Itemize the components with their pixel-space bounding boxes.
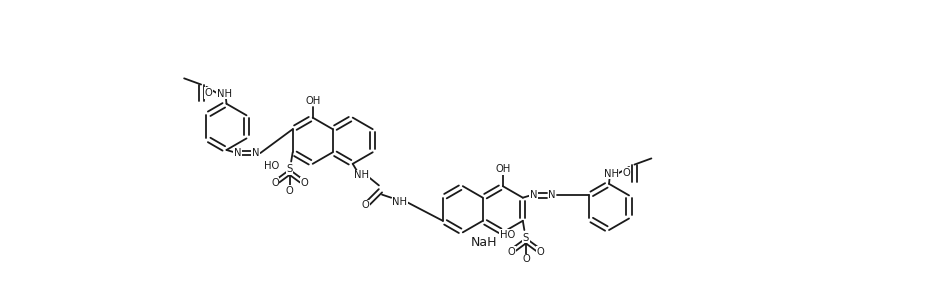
Text: S: S [522, 233, 529, 243]
Text: NaH: NaH [471, 236, 497, 249]
Text: NH: NH [392, 196, 407, 206]
Text: O: O [623, 168, 631, 178]
Text: O: O [537, 247, 544, 256]
Text: NH: NH [355, 170, 370, 180]
Text: N: N [234, 148, 241, 158]
Text: NH: NH [604, 169, 619, 179]
Text: O: O [361, 200, 369, 210]
Text: N: N [530, 190, 538, 200]
Text: OH: OH [495, 164, 510, 174]
Text: O: O [286, 186, 293, 196]
Text: HO: HO [500, 230, 515, 240]
Text: HO: HO [264, 161, 279, 171]
Text: N: N [548, 190, 555, 200]
Text: O: O [522, 254, 530, 264]
Text: N: N [252, 148, 259, 158]
Text: S: S [287, 164, 292, 174]
Text: OH: OH [306, 96, 321, 106]
Text: O: O [205, 88, 213, 98]
Text: O: O [272, 178, 279, 188]
Text: O: O [507, 247, 515, 256]
Text: NH: NH [217, 89, 232, 99]
Text: O: O [301, 178, 308, 188]
